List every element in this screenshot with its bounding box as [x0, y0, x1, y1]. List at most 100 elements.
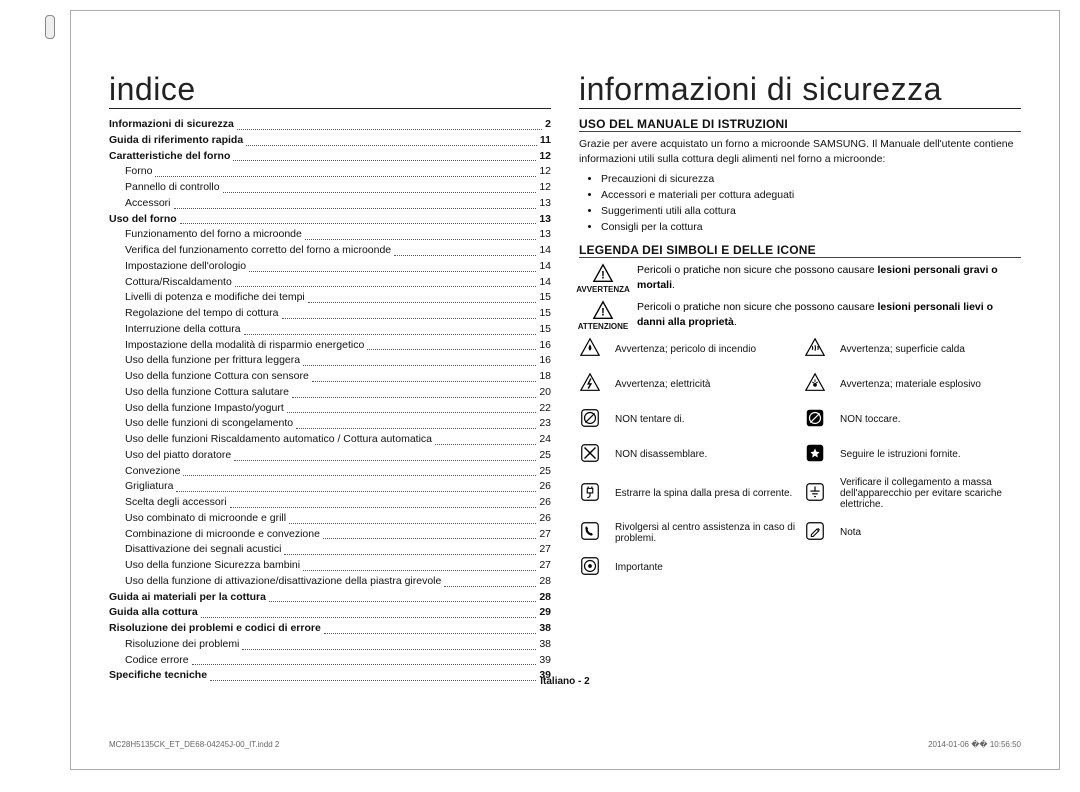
toc-leader-dots — [237, 117, 542, 130]
legend-icon-text: Seguire le istruzioni fornite. — [840, 449, 1021, 460]
legend-icon-text: Avvertenza; pericolo di incendio — [615, 344, 796, 355]
legend-icon — [804, 372, 832, 397]
toc-leader-dots — [435, 432, 536, 445]
toc-leader-dots — [394, 243, 536, 256]
warning-text: Pericoli o pratiche non sicure che posso… — [637, 263, 1021, 291]
toc-label: Risoluzione dei problemi — [109, 637, 239, 653]
legend-icon — [804, 442, 832, 467]
toc-page-number: 38 — [539, 637, 551, 653]
print-timestamp: 2014-01-06 �� 10:56:50 — [928, 740, 1021, 749]
toc-leader-dots — [292, 385, 536, 398]
toc-label: Livelli di potenza e modifiche dei tempi — [109, 290, 305, 306]
toc-page-number: 23 — [539, 416, 551, 432]
legend-icon — [579, 520, 607, 545]
toc-label: Convezione — [109, 464, 180, 480]
toc-leader-dots — [244, 322, 537, 335]
toc-row: Convezione25 — [109, 464, 551, 480]
toc-page-number: 13 — [539, 227, 551, 243]
toc-label: Uso combinato di microonde e grill — [109, 511, 286, 527]
table-of-contents: Informazioni di sicurezza2Guida di rifer… — [109, 117, 551, 684]
toc-page-number: 20 — [539, 385, 551, 401]
toc-leader-dots — [305, 227, 536, 240]
toc-row: Risoluzione dei problemi e codici di err… — [109, 621, 551, 637]
toc-leader-dots — [444, 574, 536, 587]
caution-icon: ! ATTENZIONE — [579, 300, 627, 331]
toc-row: Uso della funzione Cottura con sensore18 — [109, 369, 551, 385]
toc-page-number: 16 — [539, 353, 551, 369]
toc-leader-dots — [296, 416, 536, 429]
toc-row: Uso delle funzioni di scongelamento 23 — [109, 416, 551, 432]
right-column: informazioni di sicurezza USO DEL MANUAL… — [579, 71, 1021, 666]
toc-leader-dots — [269, 590, 536, 603]
toc-row: Cottura/Riscaldamento14 — [109, 275, 551, 291]
toc-row: Livelli di potenza e modifiche dei tempi… — [109, 290, 551, 306]
warning-legend-row: ! AVVERTENZA Pericoli o pratiche non sic… — [579, 263, 1021, 294]
toc-page-number: 12 — [539, 149, 551, 165]
toc-row: Forno12 — [109, 164, 551, 180]
toc-label: Uso della funzione per frittura leggera — [109, 353, 300, 369]
toc-label: Guida ai materiali per la cottura — [109, 590, 266, 606]
toc-leader-dots — [303, 558, 536, 571]
toc-row: Caratteristiche del forno12 — [109, 149, 551, 165]
legend-icon — [804, 481, 832, 506]
legend-icon-text: Avvertenza; superficie calda — [840, 344, 1021, 355]
legend-icon — [579, 442, 607, 467]
toc-leader-dots — [287, 401, 537, 414]
toc-leader-dots — [223, 180, 537, 193]
toc-row: Codice errore39 — [109, 653, 551, 669]
manual-use-paragraph: Grazie per avere acquistato un forno a m… — [579, 137, 1021, 166]
toc-row: Scelta degli accessori26 — [109, 495, 551, 511]
toc-page-number: 22 — [539, 401, 551, 417]
toc-row: Uso del piatto doratore25 — [109, 448, 551, 464]
toc-page-number: 28 — [539, 574, 551, 590]
toc-leader-dots — [180, 212, 537, 225]
toc-row: Guida di riferimento rapida11 — [109, 133, 551, 149]
toc-page-number: 16 — [539, 338, 551, 354]
toc-label: Cottura/Riscaldamento — [109, 275, 232, 291]
toc-label: Combinazione di microonde e convezione — [109, 527, 320, 543]
manual-use-heading: USO DEL MANUALE DI ISTRUZIONI — [579, 117, 1021, 132]
toc-row: Interruzione della cottura15 — [109, 322, 551, 338]
toc-label: Impostazione della modalità di risparmio… — [109, 338, 364, 354]
toc-label: Pannello di controllo — [109, 180, 220, 196]
toc-label: Impostazione dell'orologio — [109, 259, 246, 275]
toc-row: Uso combinato di microonde e grill 26 — [109, 511, 551, 527]
toc-page-number: 18 — [539, 369, 551, 385]
legend-icon-text: NON tentare di. — [615, 414, 796, 425]
toc-row: Uso della funzione per frittura leggera 1… — [109, 353, 551, 369]
toc-row: Guida ai materiali per la cottura28 — [109, 590, 551, 606]
toc-row: Verifica del funzionamento corretto del … — [109, 243, 551, 259]
legend-heading: LEGENDA DEI SIMBOLI E DELLE ICONE — [579, 243, 1021, 258]
toc-leader-dots — [246, 133, 537, 146]
toc-page-number: 24 — [539, 432, 551, 448]
toc-row: Impostazione della modalità di risparmio… — [109, 338, 551, 354]
toc-page-number: 25 — [539, 448, 551, 464]
icon-legend-grid: Avvertenza; pericolo di incendio Avverten… — [579, 337, 1021, 580]
toc-row: Informazioni di sicurezza2 — [109, 117, 551, 133]
toc-page-number: 27 — [539, 542, 551, 558]
legend-icon-text: Estrarre la spina dalla presa di corrent… — [615, 488, 796, 499]
toc-leader-dots — [282, 306, 537, 319]
toc-page-number: 13 — [539, 212, 551, 228]
toc-row: Guida alla cottura29 — [109, 605, 551, 621]
toc-page-number: 27 — [539, 527, 551, 543]
toc-leader-dots — [183, 464, 536, 477]
toc-leader-dots — [323, 527, 536, 540]
toc-page-number: 27 — [539, 558, 551, 574]
toc-row: Uso delle funzioni Riscaldamento automat… — [109, 432, 551, 448]
toc-leader-dots — [233, 149, 536, 162]
caution-label: ATTENZIONE — [578, 322, 629, 331]
legend-icon-text: NON disassemblare. — [615, 449, 796, 460]
toc-leader-dots — [249, 259, 536, 272]
toc-label: Uso delle funzioni di scongelamento — [109, 416, 293, 432]
legend-icon-text: Avvertenza; materiale esplosivo — [840, 379, 1021, 390]
toc-leader-dots — [176, 479, 536, 492]
toc-leader-dots — [242, 637, 536, 650]
toc-page-number: 26 — [539, 495, 551, 511]
legend-icon — [579, 555, 607, 580]
toc-label: Specifiche tecniche — [109, 668, 207, 684]
toc-row: Uso della funzione di attivazione/disatt… — [109, 574, 551, 590]
toc-page-number: 26 — [539, 511, 551, 527]
toc-row: Regolazione del tempo di cottura15 — [109, 306, 551, 322]
toc-row: Risoluzione dei problemi 38 — [109, 637, 551, 653]
